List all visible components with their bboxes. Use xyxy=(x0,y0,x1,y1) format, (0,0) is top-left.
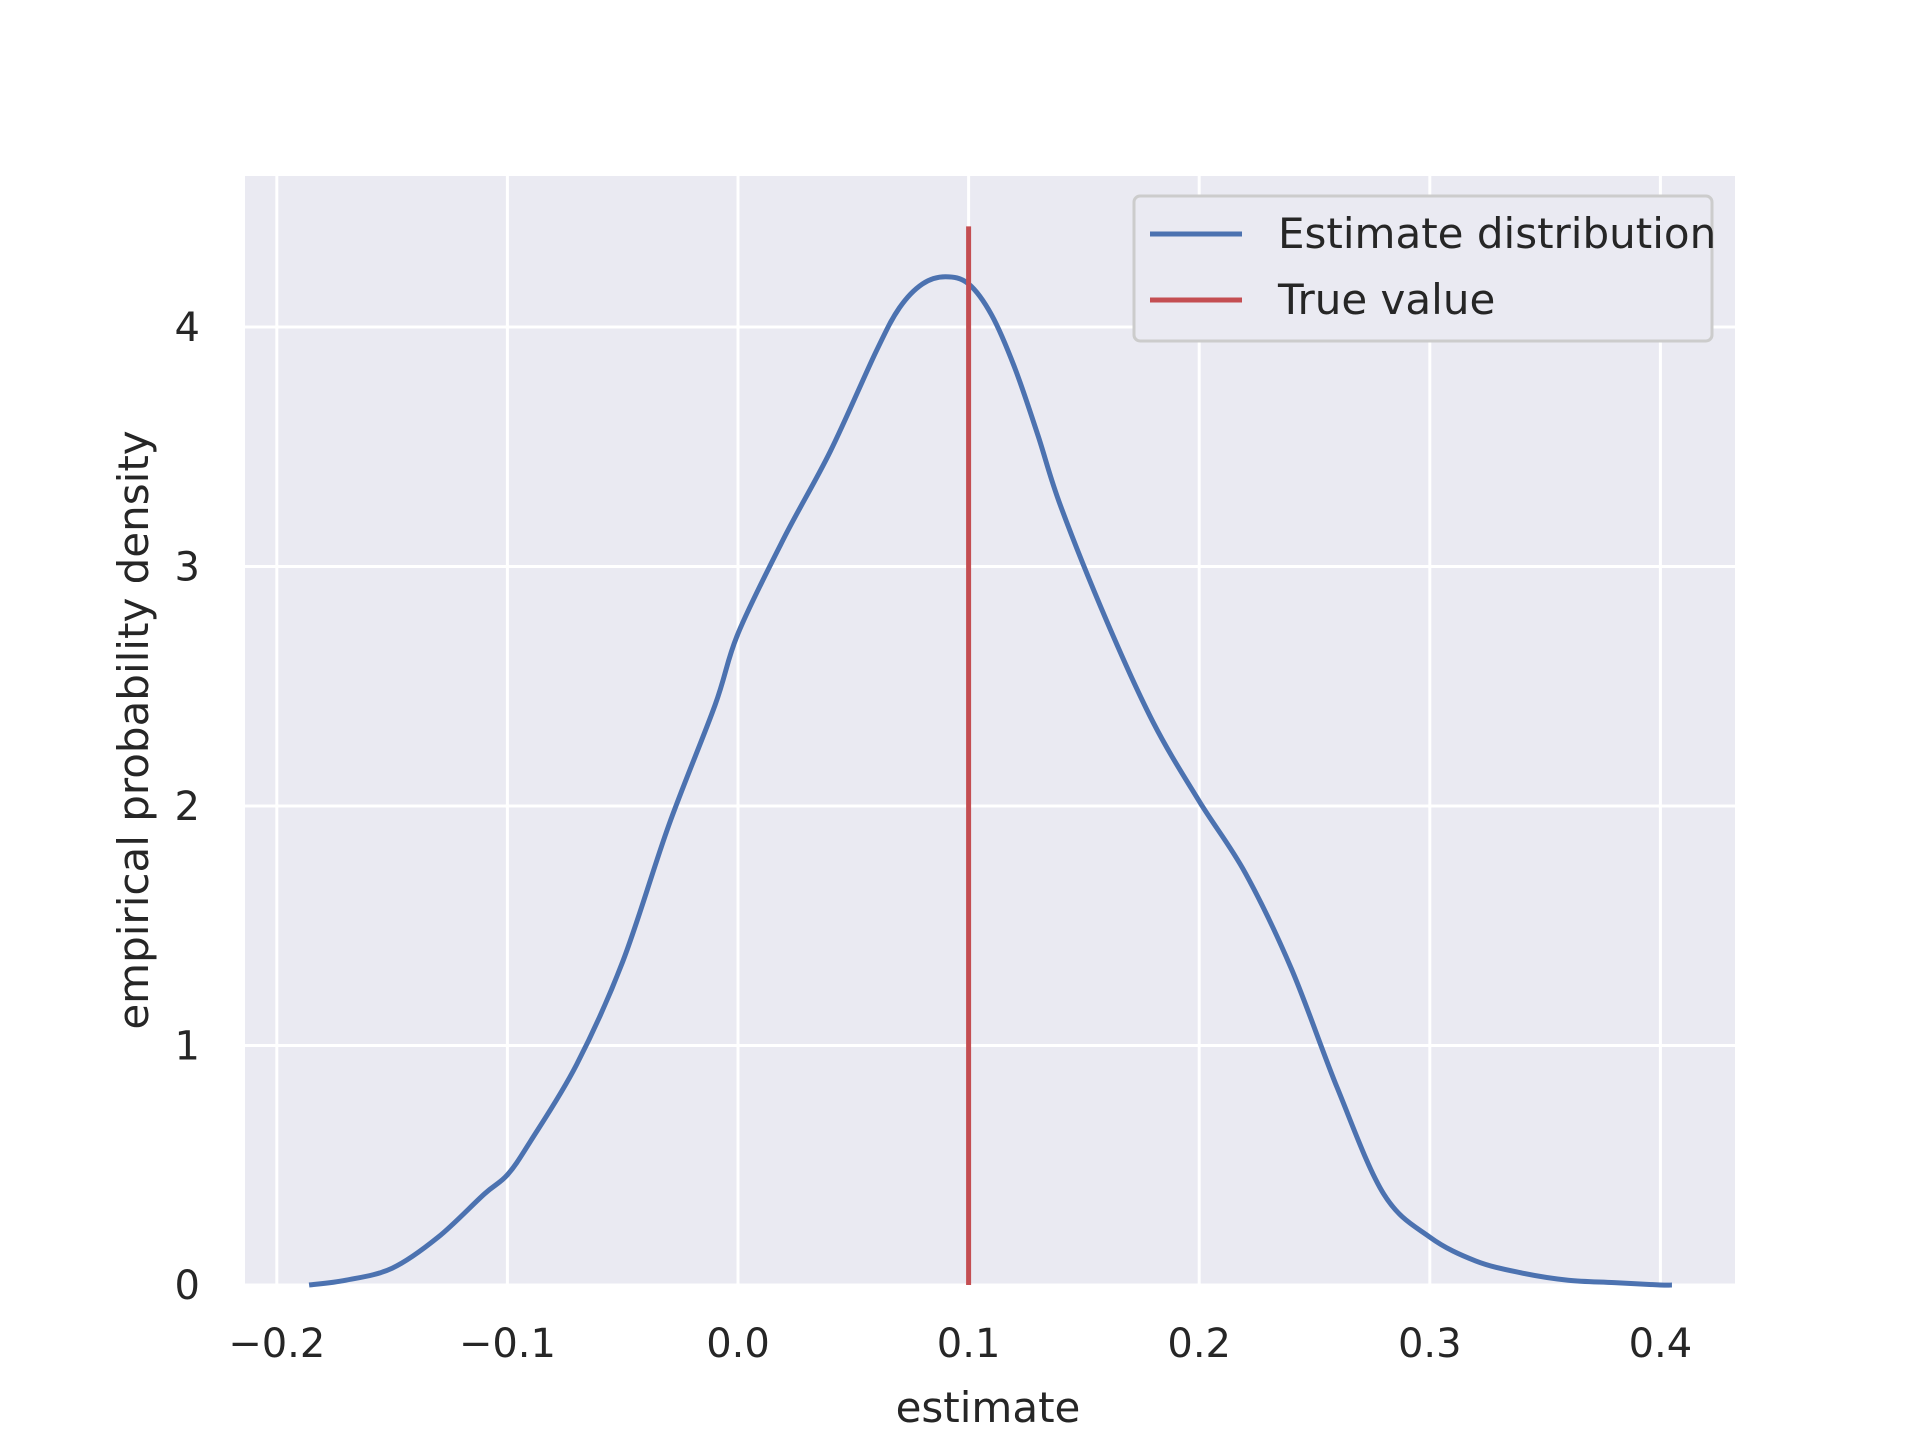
x-tick-label: 0.1 xyxy=(937,1321,1001,1367)
y-tick-label: 4 xyxy=(175,305,200,351)
legend: Estimate distribution True value xyxy=(1132,194,1716,343)
y-tick-label: 0 xyxy=(175,1263,200,1309)
series-layer xyxy=(308,226,1672,1288)
x-tick-label: 0.2 xyxy=(1167,1321,1231,1367)
plot-background xyxy=(245,176,1735,1285)
x-tick-label: −0.1 xyxy=(459,1321,556,1367)
legend-label-true-value: True value xyxy=(1277,275,1495,324)
x-axis-label: estimate xyxy=(896,1383,1081,1432)
y-axis-label: empirical probability density xyxy=(109,430,158,1029)
y-tick-label: 2 xyxy=(175,784,200,830)
x-tick-label: 0.0 xyxy=(706,1321,770,1367)
x-ticks: −0.2 −0.1 0.0 0.1 0.2 0.3 0.4 xyxy=(228,1321,1692,1367)
y-tick-label: 1 xyxy=(175,1024,200,1070)
y-tick-label: 3 xyxy=(175,545,200,591)
x-tick-label: 0.4 xyxy=(1629,1321,1693,1367)
y-ticks: 0 1 2 3 4 xyxy=(175,305,200,1309)
grid xyxy=(245,176,1735,1287)
x-tick-label: 0.3 xyxy=(1398,1321,1462,1367)
x-tick-label: −0.2 xyxy=(228,1321,325,1367)
legend-box xyxy=(1132,194,1714,343)
legend-label-estimate-distribution: Estimate distribution xyxy=(1278,209,1716,258)
